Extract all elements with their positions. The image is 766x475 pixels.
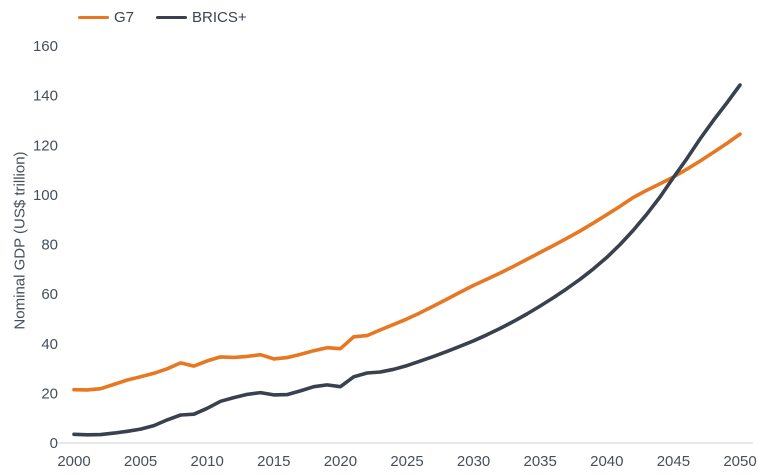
y-tick-label: 20 xyxy=(41,385,58,402)
y-tick-label: 160 xyxy=(33,38,58,55)
legend-item-brics: BRICS+ xyxy=(156,9,247,26)
x-tick-label: 2015 xyxy=(257,453,290,470)
legend-label-g7: G7 xyxy=(114,9,135,26)
legend-label-brics: BRICS+ xyxy=(192,9,247,26)
x-tick-label: 2025 xyxy=(390,453,423,470)
y-tick-labels: 0 20 40 60 80 100 120 140 160 xyxy=(33,38,58,452)
y-tick-label: 80 xyxy=(41,237,58,254)
x-tick-labels: 2000 2005 2010 2015 2020 2025 2030 2035 2040 2045… xyxy=(57,453,756,470)
chart-legend: G7 BRICS+ xyxy=(78,9,247,26)
series-lines xyxy=(72,83,742,437)
y-axis-title: Nominal GDP (US$ trillion) xyxy=(11,151,29,330)
x-tick-label: 2050 xyxy=(723,453,756,470)
x-tick-label: 2005 xyxy=(124,453,157,470)
y-tick-label: 120 xyxy=(33,137,58,154)
series-line-brics xyxy=(72,83,742,437)
brics-line-swatch xyxy=(156,15,188,20)
x-tick-label: 2000 xyxy=(57,453,90,470)
x-tick-label: 2030 xyxy=(457,453,490,470)
x-tick-label: 2035 xyxy=(524,453,557,470)
y-tick-label: 40 xyxy=(41,336,58,353)
y-tick-label: 0 xyxy=(50,435,58,452)
y-tick-label: 100 xyxy=(33,187,58,204)
legend-item-g7: G7 xyxy=(78,9,134,26)
x-tick-label: 2045 xyxy=(657,453,690,470)
series-line-g7 xyxy=(72,132,742,392)
g7-line-swatch xyxy=(78,15,109,20)
y-tick-label: 60 xyxy=(41,286,58,303)
y-tick-label: 140 xyxy=(33,88,58,105)
x-tick-label: 2040 xyxy=(590,453,623,470)
x-tick-label: 2010 xyxy=(191,453,224,470)
x-tick-label: 2020 xyxy=(324,453,357,470)
